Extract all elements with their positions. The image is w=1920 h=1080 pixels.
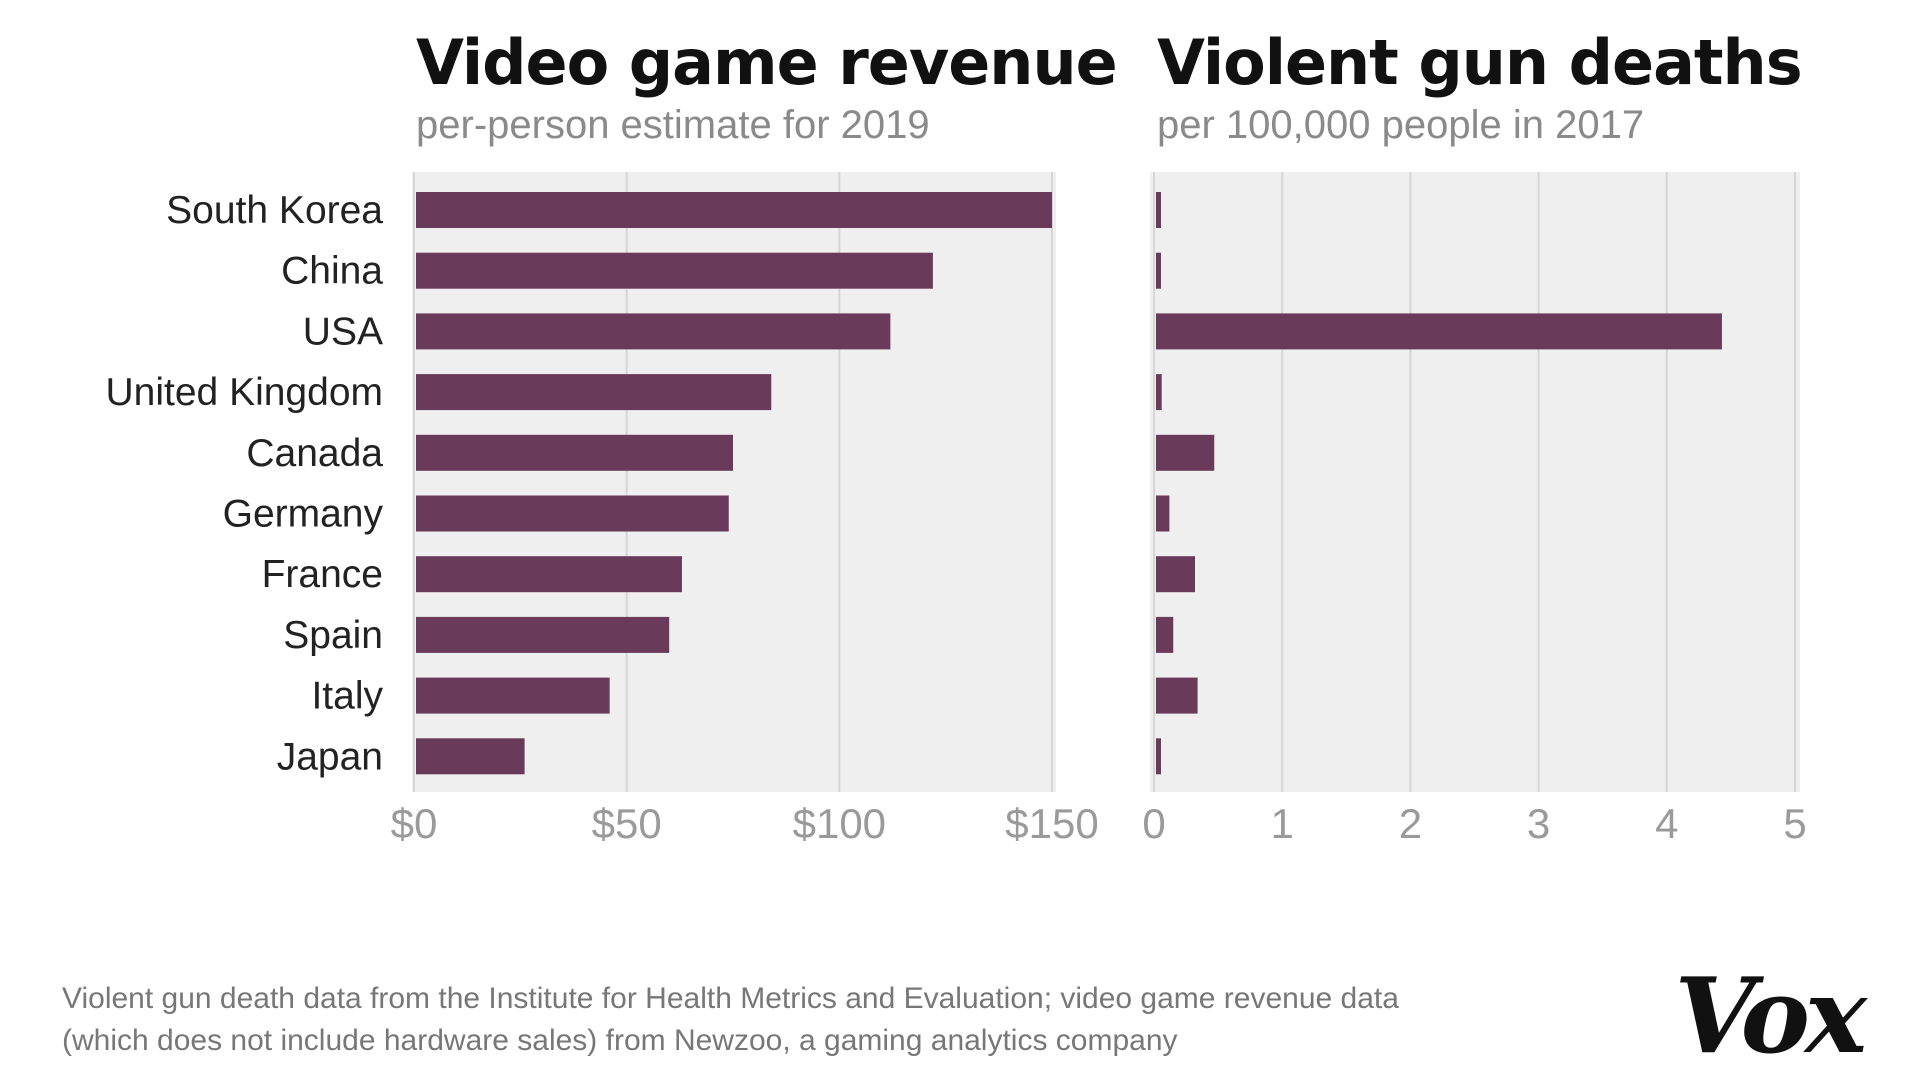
category-label: China [281,250,383,293]
panels-layer: $0 $50 $100 $150 Video game revenueper-perso… [106,26,1807,847]
category-label: United Kingdom [106,371,384,414]
chart-title: Video game revenue [416,26,1117,99]
bar [416,495,729,532]
chart-title: Violent gun deaths [1157,26,1802,99]
bar [416,192,1052,228]
footer-layer: Violent gun death data from the Institut… [62,954,1873,1077]
x-tick-label: 4 [1655,800,1678,847]
x-tick-label: 2 [1399,800,1422,847]
category-label: Germany [223,493,384,536]
bar [416,616,670,653]
category-label: France [262,553,383,596]
bar [416,374,772,411]
bar [416,677,610,714]
category-label: Italy [311,675,383,718]
bar [1156,738,1161,775]
bar [416,556,682,593]
bar [1156,374,1162,411]
bar [1156,495,1170,532]
bar [1156,252,1161,289]
vox-logo: Vox [1674,954,1868,1077]
category-label: Japan [277,735,383,778]
category-label: South Korea [166,189,383,232]
bar [416,313,891,350]
chart-subtitle: per 100,000 people in 2017 [1157,103,1644,147]
footnote-line-1: Violent gun death data from the Institut… [62,982,1399,1015]
bar [1156,434,1215,471]
chart-subtitle: per-person estimate for 2019 [416,103,930,147]
plot-area-background [1150,172,1800,792]
category-label: USA [303,310,383,353]
category-label: Spain [283,614,383,657]
x-tick-label: 5 [1783,800,1806,847]
x-tick-label: $150 [1005,800,1098,847]
bar [416,738,525,775]
bar [416,252,933,289]
bar [1156,313,1722,350]
x-tick-label: $50 [592,800,662,847]
bar [1156,616,1174,653]
bar [1156,192,1161,228]
category-label: Canada [246,432,383,475]
footnote-line-2: (which does not include hardware sales) … [62,1024,1178,1057]
bar [1156,677,1198,714]
x-tick-label: 0 [1142,800,1165,847]
x-tick-label: $0 [391,800,438,847]
bar [1156,556,1196,593]
x-tick-label: 3 [1527,800,1550,847]
bar [416,434,733,471]
chart-panel-1: $0 $50 $100 $150 Video game revenueper-perso… [106,26,1118,847]
x-tick-label: $100 [793,800,886,847]
x-tick-label: 1 [1271,800,1294,847]
